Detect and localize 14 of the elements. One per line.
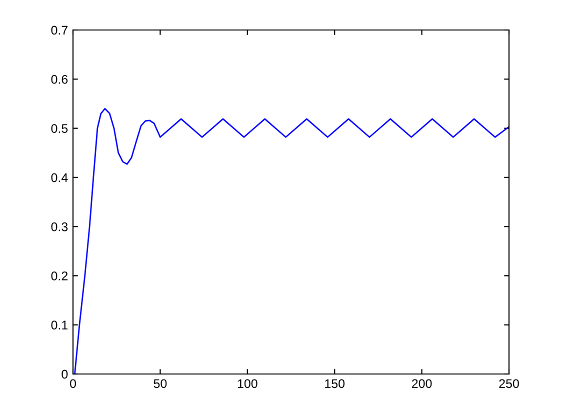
y-tick-label: 0.6: [51, 74, 68, 84]
y-tick-label: 0: [62, 370, 68, 379]
y-tick-label: 0.2: [51, 272, 68, 280]
x-tick-label: 150: [325, 379, 345, 388]
y-tick-label: 0.4: [51, 173, 68, 182]
y-tick-label: 0.3: [51, 222, 68, 232]
x-tick-label: 250: [499, 379, 519, 388]
y-tick-label: 0.5: [51, 124, 68, 133]
x-tick-label: 50: [154, 379, 167, 388]
x-tick-label: 100: [238, 379, 258, 388]
y-tick-label: 0.1: [51, 320, 68, 330]
x-tick-label: 0: [70, 379, 76, 388]
y-tick-label: 0.7: [51, 26, 68, 35]
x-tick-label: 200: [412, 379, 432, 388]
